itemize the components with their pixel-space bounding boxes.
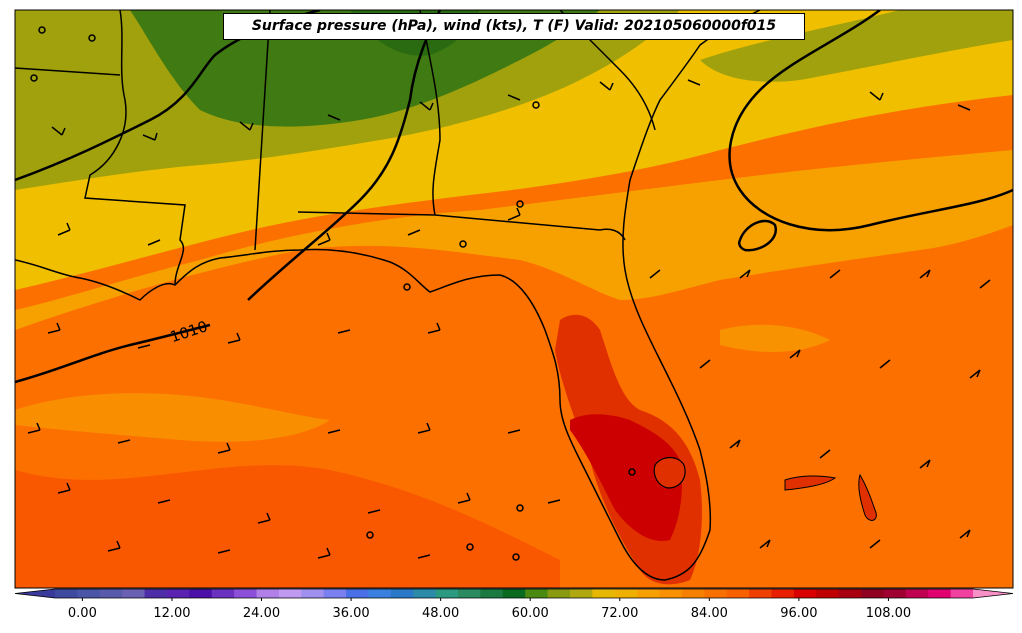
colorbar-segment bbox=[368, 589, 392, 598]
colorbar-segment bbox=[861, 589, 884, 598]
colorbar-segment bbox=[950, 589, 974, 598]
colorbar-segment bbox=[390, 589, 414, 598]
colorbar-segment bbox=[592, 589, 616, 598]
colorbar-segment bbox=[480, 589, 504, 598]
colorbar-tick-label: 96.00 bbox=[780, 606, 818, 621]
colorbar-tick-label: 48.00 bbox=[422, 606, 460, 621]
calm-wind-circles bbox=[30, 26, 636, 561]
colorbar-segment bbox=[256, 589, 280, 598]
colorbar-segment bbox=[144, 589, 168, 598]
colorbar-segment bbox=[569, 589, 593, 598]
colorbar-tick-label: 108.00 bbox=[865, 606, 912, 621]
colorbar-max-extend bbox=[973, 589, 1013, 598]
colorbar-segment bbox=[659, 589, 683, 598]
map-frame bbox=[14, 9, 1014, 589]
colorbar bbox=[14, 588, 1014, 601]
colorbar-tick-label: 72.00 bbox=[601, 606, 639, 621]
colorbar-segment bbox=[189, 589, 213, 598]
colorbar-segment bbox=[726, 589, 750, 598]
colorbar-segment bbox=[278, 589, 302, 598]
colorbar-segment bbox=[346, 589, 369, 598]
colorbar-segment bbox=[77, 589, 101, 598]
colorbar-segment bbox=[905, 589, 929, 598]
colorbar-segment bbox=[749, 589, 772, 598]
map-title: Surface pressure (hPa), wind (kts), T (F… bbox=[223, 13, 805, 40]
colorbar-segment bbox=[614, 589, 638, 598]
colorbar-segment bbox=[502, 589, 526, 598]
colorbar-segment bbox=[99, 589, 123, 598]
colorbar-segment bbox=[816, 589, 840, 598]
colorbar-segment bbox=[211, 589, 235, 598]
colorbar-tick-label: 12.00 bbox=[153, 606, 191, 621]
colorbar-segment bbox=[234, 589, 258, 598]
colorbar-segment bbox=[928, 589, 952, 598]
colorbar-segment bbox=[55, 589, 78, 598]
colorbar-segment bbox=[301, 589, 325, 598]
colorbar-min-extend bbox=[15, 589, 55, 598]
colorbar-segment bbox=[704, 589, 728, 598]
colorbar-segment bbox=[122, 589, 146, 598]
colorbar-segment bbox=[547, 589, 571, 598]
colorbar-segment bbox=[458, 589, 481, 598]
colorbar-segment bbox=[166, 589, 190, 598]
colorbar-segment bbox=[681, 589, 705, 598]
colorbar-segment bbox=[413, 589, 437, 598]
colorbar-tick-label: 0.00 bbox=[67, 606, 97, 621]
colorbar-segment bbox=[883, 589, 907, 598]
colorbar-segment bbox=[838, 589, 862, 598]
colorbar-tick-label: 60.00 bbox=[511, 606, 549, 621]
colorbar-segment bbox=[771, 589, 795, 598]
colorbar-segment bbox=[323, 589, 347, 598]
colorbar-segment bbox=[435, 589, 459, 598]
colorbar-segment bbox=[525, 589, 549, 598]
colorbar-tick-label: 84.00 bbox=[690, 606, 728, 621]
colorbar-segment bbox=[637, 589, 661, 598]
colorbar-tick-label: 24.00 bbox=[242, 606, 281, 621]
coastlines-borders bbox=[15, 10, 761, 581]
colorbar-tick-label: 36.00 bbox=[332, 606, 370, 621]
wind-barbs bbox=[27, 79, 991, 559]
colorbar-outline bbox=[14, 588, 1014, 599]
colorbar-segment bbox=[793, 589, 817, 598]
